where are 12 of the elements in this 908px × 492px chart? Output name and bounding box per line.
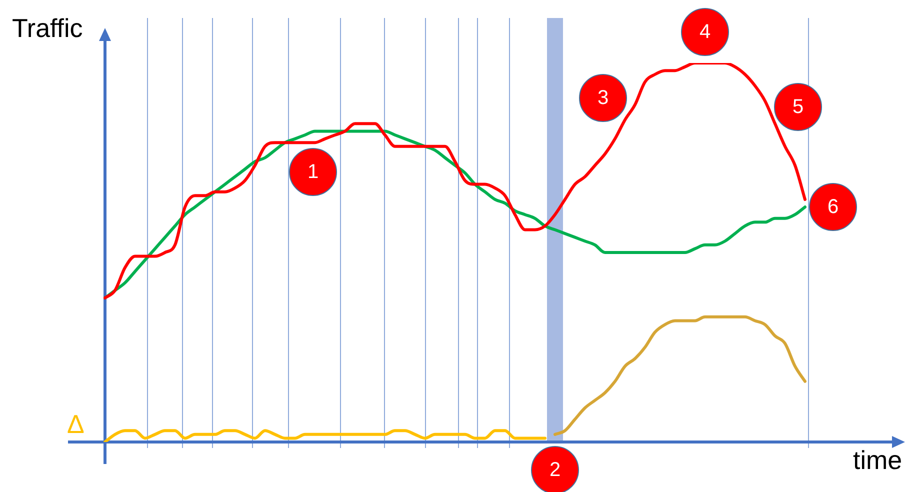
x-axis-title: time — [853, 445, 902, 475]
circle-badge: 3 — [579, 74, 627, 122]
y-axis-title: Traffic — [12, 13, 83, 43]
annotation: 3 — [597, 87, 609, 109]
circle-badge: 6 — [809, 183, 857, 231]
series-label: Δ — [67, 409, 84, 439]
circle-badge: 4 — [681, 8, 729, 56]
circle-badge: 1 — [289, 148, 337, 196]
circle-badge: 2 — [531, 446, 579, 492]
annotation: 5 — [792, 96, 804, 118]
annotation: 1 — [307, 161, 319, 183]
circle-badge: 5 — [774, 83, 822, 131]
